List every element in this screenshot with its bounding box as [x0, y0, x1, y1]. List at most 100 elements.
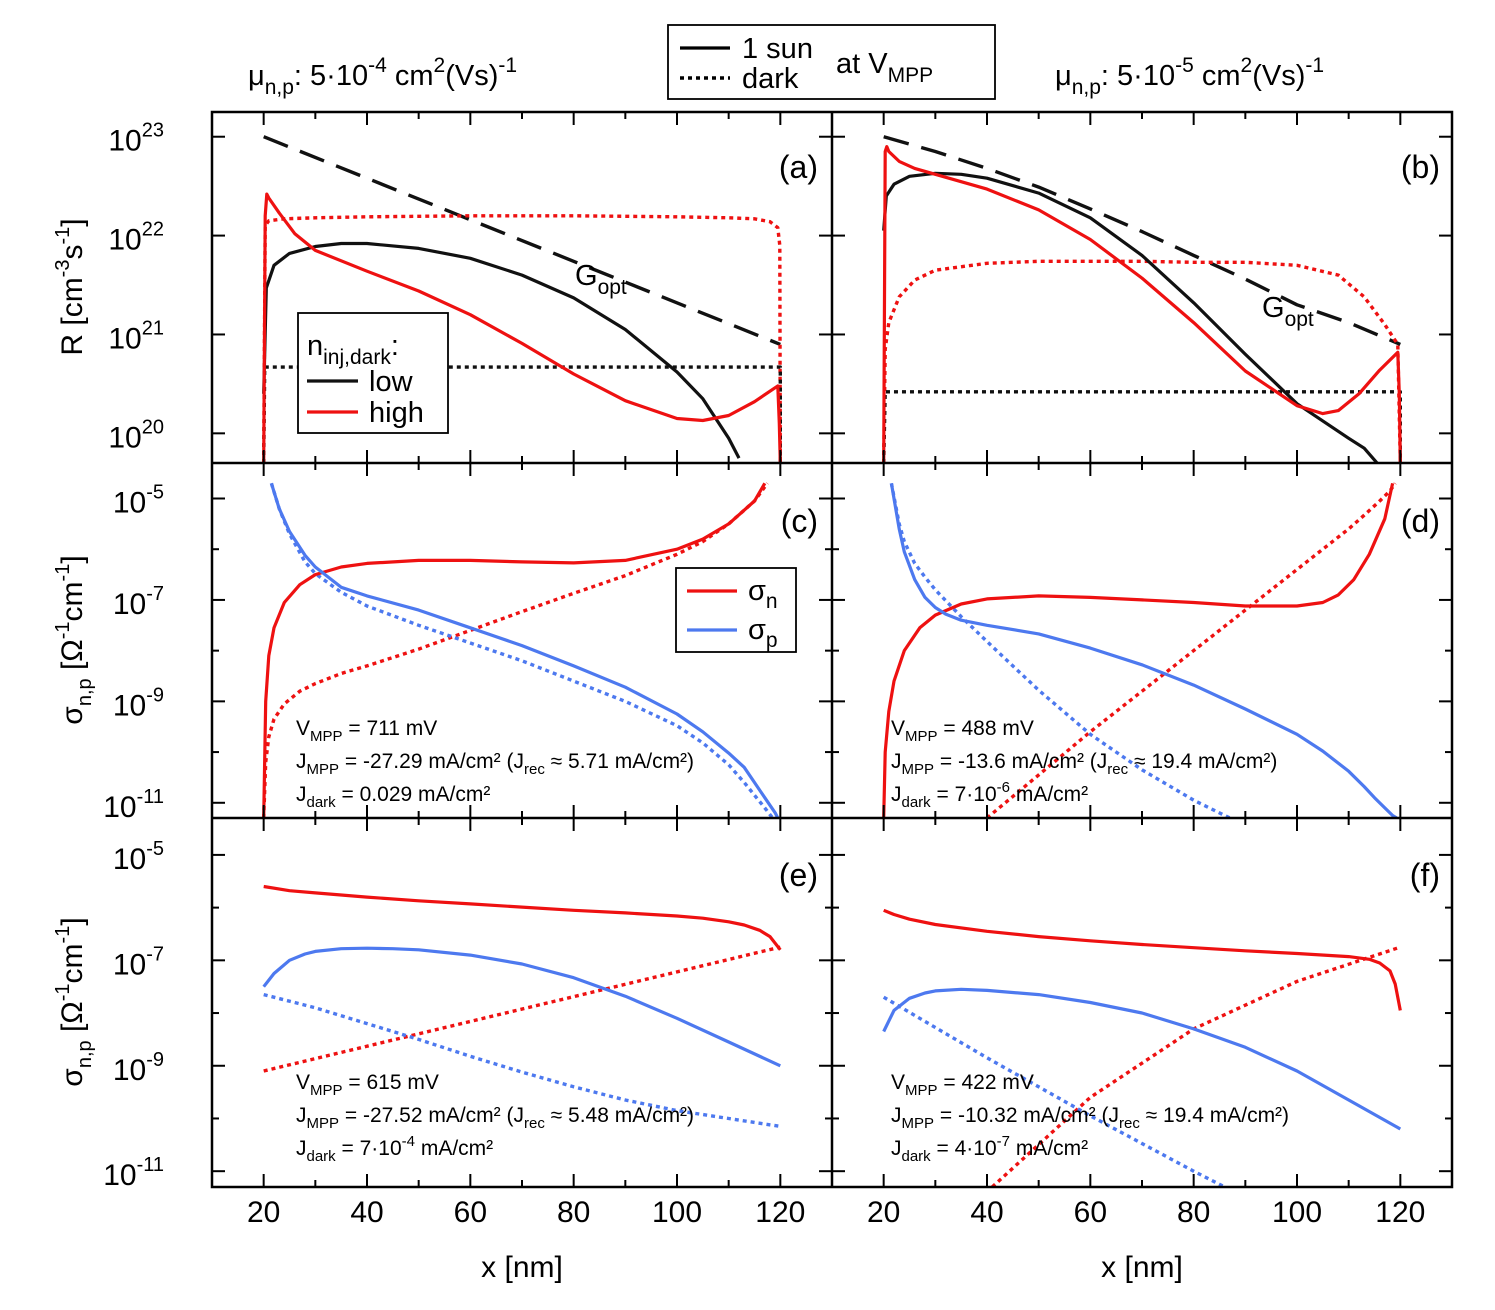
y-tick-label: 10-9 — [113, 684, 164, 722]
y-axis-label-rate: R [cm-3s-1] — [52, 218, 89, 355]
x-tick-label: 40 — [970, 1196, 1003, 1229]
panel-c-curves — [262, 482, 780, 818]
header-mobility-left: μn,p: 5·10-4 cm2(Vs)-1 — [248, 54, 517, 99]
frame-layer — [210, 110, 1454, 1189]
y-tick-exponent: -11 — [137, 1154, 164, 1176]
annotation-line: VMPP = 615 mV — [296, 1071, 439, 1099]
g-opt-label-2: Gopt — [1262, 292, 1314, 331]
y-tick-exponent: -11 — [137, 786, 164, 808]
y-tick-exponent: -9 — [146, 684, 164, 706]
y-tick-label: 10-11 — [103, 1154, 164, 1192]
inset-legend-a-title: ninj,dark: — [307, 330, 399, 369]
y-tick-label: 10-7 — [113, 943, 164, 981]
y-tick-label: 10-9 — [113, 1049, 164, 1087]
top-legend-box — [667, 24, 996, 100]
x-tick-label: 100 — [1272, 1196, 1322, 1229]
annotation-line: JMPP = -13.6 mA/cm² (Jrec ≈ 19.4 mA/cm²) — [891, 750, 1277, 778]
series-red-solid — [262, 192, 782, 463]
inset-legend-c — [675, 567, 797, 653]
series-blue-solid — [269, 482, 780, 818]
x-tick-label: 40 — [350, 1196, 383, 1229]
annotation-line: Jdark = 4·10-7 mA/cm² — [891, 1133, 1088, 1165]
y-tick-base: 10 — [113, 843, 146, 876]
series-red-solid — [883, 908, 1402, 1011]
panel-a-curves — [262, 135, 782, 463]
y-tick-base: 10 — [108, 322, 141, 355]
panel-label: (f) — [1410, 857, 1440, 893]
x-tick-label: 100 — [652, 1196, 702, 1229]
y-tick-label: 1022 — [108, 219, 164, 257]
y-tick-base: 10 — [108, 224, 141, 257]
x-axis-label: x [nm] — [1101, 1251, 1183, 1284]
y-tick-exponent: -9 — [146, 1049, 164, 1071]
panel-label: (c) — [781, 503, 818, 539]
label-layer: 20 40 60 80 100 120 x [nm] 20 40 60 80 100 120 x [nm]… — [52, 24, 1440, 1284]
annotation-line: Jdark = 7·10-4 mA/cm² — [296, 1133, 493, 1165]
annotation-line: Jdark = 7·10-6 mA/cm² — [891, 779, 1088, 811]
series-black-solid — [262, 241, 741, 459]
panel-f-curves — [882, 908, 1402, 1187]
panel-e-curves — [262, 884, 782, 1129]
x-tick-label: 60 — [1074, 1196, 1107, 1229]
y-tick-exponent: -5 — [146, 838, 164, 860]
annotation-line: VMPP = 488 mV — [891, 717, 1034, 745]
y-tick-label: 10-11 — [103, 786, 164, 824]
series-red-solid — [262, 482, 767, 818]
y-tick-base: 10 — [113, 588, 146, 621]
series-red-solid — [882, 145, 1402, 463]
series-blue-solid — [889, 483, 1398, 818]
inset-legend-c-sigma-n: σn — [748, 575, 778, 613]
x-tick-label: 80 — [1177, 1196, 1210, 1229]
y-tick-exponent: 20 — [142, 416, 164, 438]
series-blue-dotted — [263, 992, 781, 1129]
y-tick-base: 10 — [103, 791, 136, 824]
panel-label: (e) — [779, 857, 818, 893]
y-tick-exponent: 23 — [142, 120, 164, 142]
series-red-dotted — [262, 214, 782, 463]
series-red-solid — [263, 884, 782, 951]
annotation-line: VMPP = 422 mV — [891, 1071, 1034, 1099]
legend-at-vmpp: at VMPP — [836, 48, 933, 87]
annotation-line: JMPP = -27.29 mA/cm² (Jrec ≈ 5.71 mA/cm²… — [296, 750, 694, 778]
legend-solid-label: 1 sun — [742, 33, 813, 65]
y-tick-base: 10 — [113, 1054, 146, 1087]
inset-legend-a-high: high — [369, 397, 424, 429]
annotation-line: VMPP = 711 mV — [296, 717, 437, 745]
tick-layer — [212, 112, 1452, 1187]
y-axis-label-conductivity-2: σn,p [Ω-1cm-1] — [52, 917, 96, 1086]
y-axis-label-conductivity-1: σn,p [Ω-1cm-1] — [52, 555, 96, 724]
y-tick-exponent: -5 — [146, 482, 164, 504]
series-black-dotted — [882, 390, 1402, 463]
y-tick-label: 1023 — [108, 120, 164, 158]
x-tick-label: 80 — [557, 1196, 590, 1229]
panel-b-curves — [882, 135, 1402, 463]
y-tick-base: 10 — [113, 948, 146, 981]
series-black-dashed — [263, 135, 781, 346]
series-red-dotted — [985, 482, 1397, 818]
series-red-dotted — [263, 945, 781, 1073]
x-tick-label: 20 — [867, 1196, 900, 1229]
y-tick-label: 10-7 — [113, 583, 164, 621]
y-tick-label: 1021 — [108, 317, 164, 355]
y-tick-base: 10 — [103, 1159, 136, 1192]
x-tick-label: 20 — [247, 1196, 280, 1229]
g-opt-label-1: Gopt — [575, 260, 627, 299]
series-blue-solid — [262, 946, 781, 1068]
panel-label: (a) — [779, 149, 818, 185]
annotation-line: JMPP = -27.52 mA/cm² (Jrec ≈ 5.48 mA/cm²… — [296, 1104, 694, 1132]
y-tick-exponent: 22 — [142, 219, 164, 241]
x-tick-label: 120 — [755, 1196, 805, 1229]
series-blue-solid — [882, 987, 1402, 1131]
x-tick-label: 60 — [454, 1196, 487, 1229]
series-black-solid — [882, 171, 1379, 463]
legend-dotted-label: dark — [742, 63, 799, 95]
y-tick-base: 10 — [108, 421, 141, 454]
panel-d-curves — [882, 482, 1398, 818]
y-tick-base: 10 — [113, 689, 146, 722]
y-tick-exponent: 21 — [142, 317, 164, 339]
y-tick-label: 10-5 — [113, 482, 164, 520]
annotation-line: Jdark = 0.029 mA/cm² — [296, 783, 490, 811]
series-red-solid — [882, 482, 1395, 818]
inset-legend-a-low: low — [369, 366, 414, 398]
